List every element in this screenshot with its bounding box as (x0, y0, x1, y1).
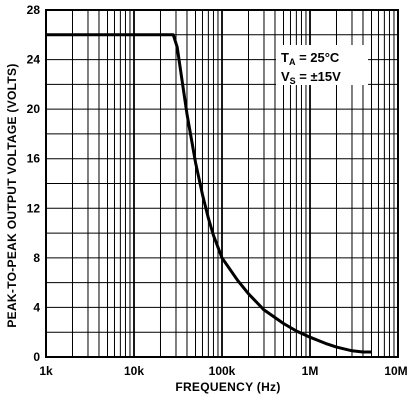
y-axis-label: PEAK-TO-PEAK OUTPUT VOLTAGE (VOLTS) (5, 63, 19, 327)
tick-labels: 0 4 8 12 16 20 24 28 1k 10k 100k 1M 10M (27, 3, 408, 378)
y-tick-label: 4 (33, 300, 40, 314)
y-tick-label: 28 (27, 3, 41, 17)
condition-annotation: TA = 25°C VS = ±15V (276, 45, 368, 86)
series (46, 33, 372, 354)
temperature-annotation: TA = 25°C (281, 50, 340, 67)
temperature-subscript: A (289, 57, 296, 67)
supply-subscript: S (290, 76, 296, 86)
supply-symbol: V (281, 69, 290, 84)
plot-frame (45, 9, 399, 358)
y-tick-label: 0 (33, 350, 40, 364)
supply-annotation: VS = ±15V (281, 69, 341, 86)
supply-value: = ±15V (296, 69, 341, 84)
x-tick-label: 10k (124, 364, 144, 378)
annotation-background (276, 45, 368, 85)
series-line (46, 33, 372, 354)
temperature-value: = 25°C (295, 50, 339, 65)
y-tick-label: 24 (27, 53, 41, 67)
y-tick-label: 12 (27, 201, 41, 215)
x-axis-label: FREQUENCY (Hz) (175, 380, 280, 394)
y-tick-label: 20 (27, 102, 41, 116)
x-tick-label: 1k (39, 364, 53, 378)
x-tick-label: 100k (209, 364, 236, 378)
temperature-symbol: T (281, 50, 289, 65)
y-tick-label: 8 (33, 251, 40, 265)
x-tick-label: 10M (384, 364, 407, 378)
x-tick-label: 1M (302, 364, 319, 378)
y-tick-label: 16 (27, 152, 41, 166)
